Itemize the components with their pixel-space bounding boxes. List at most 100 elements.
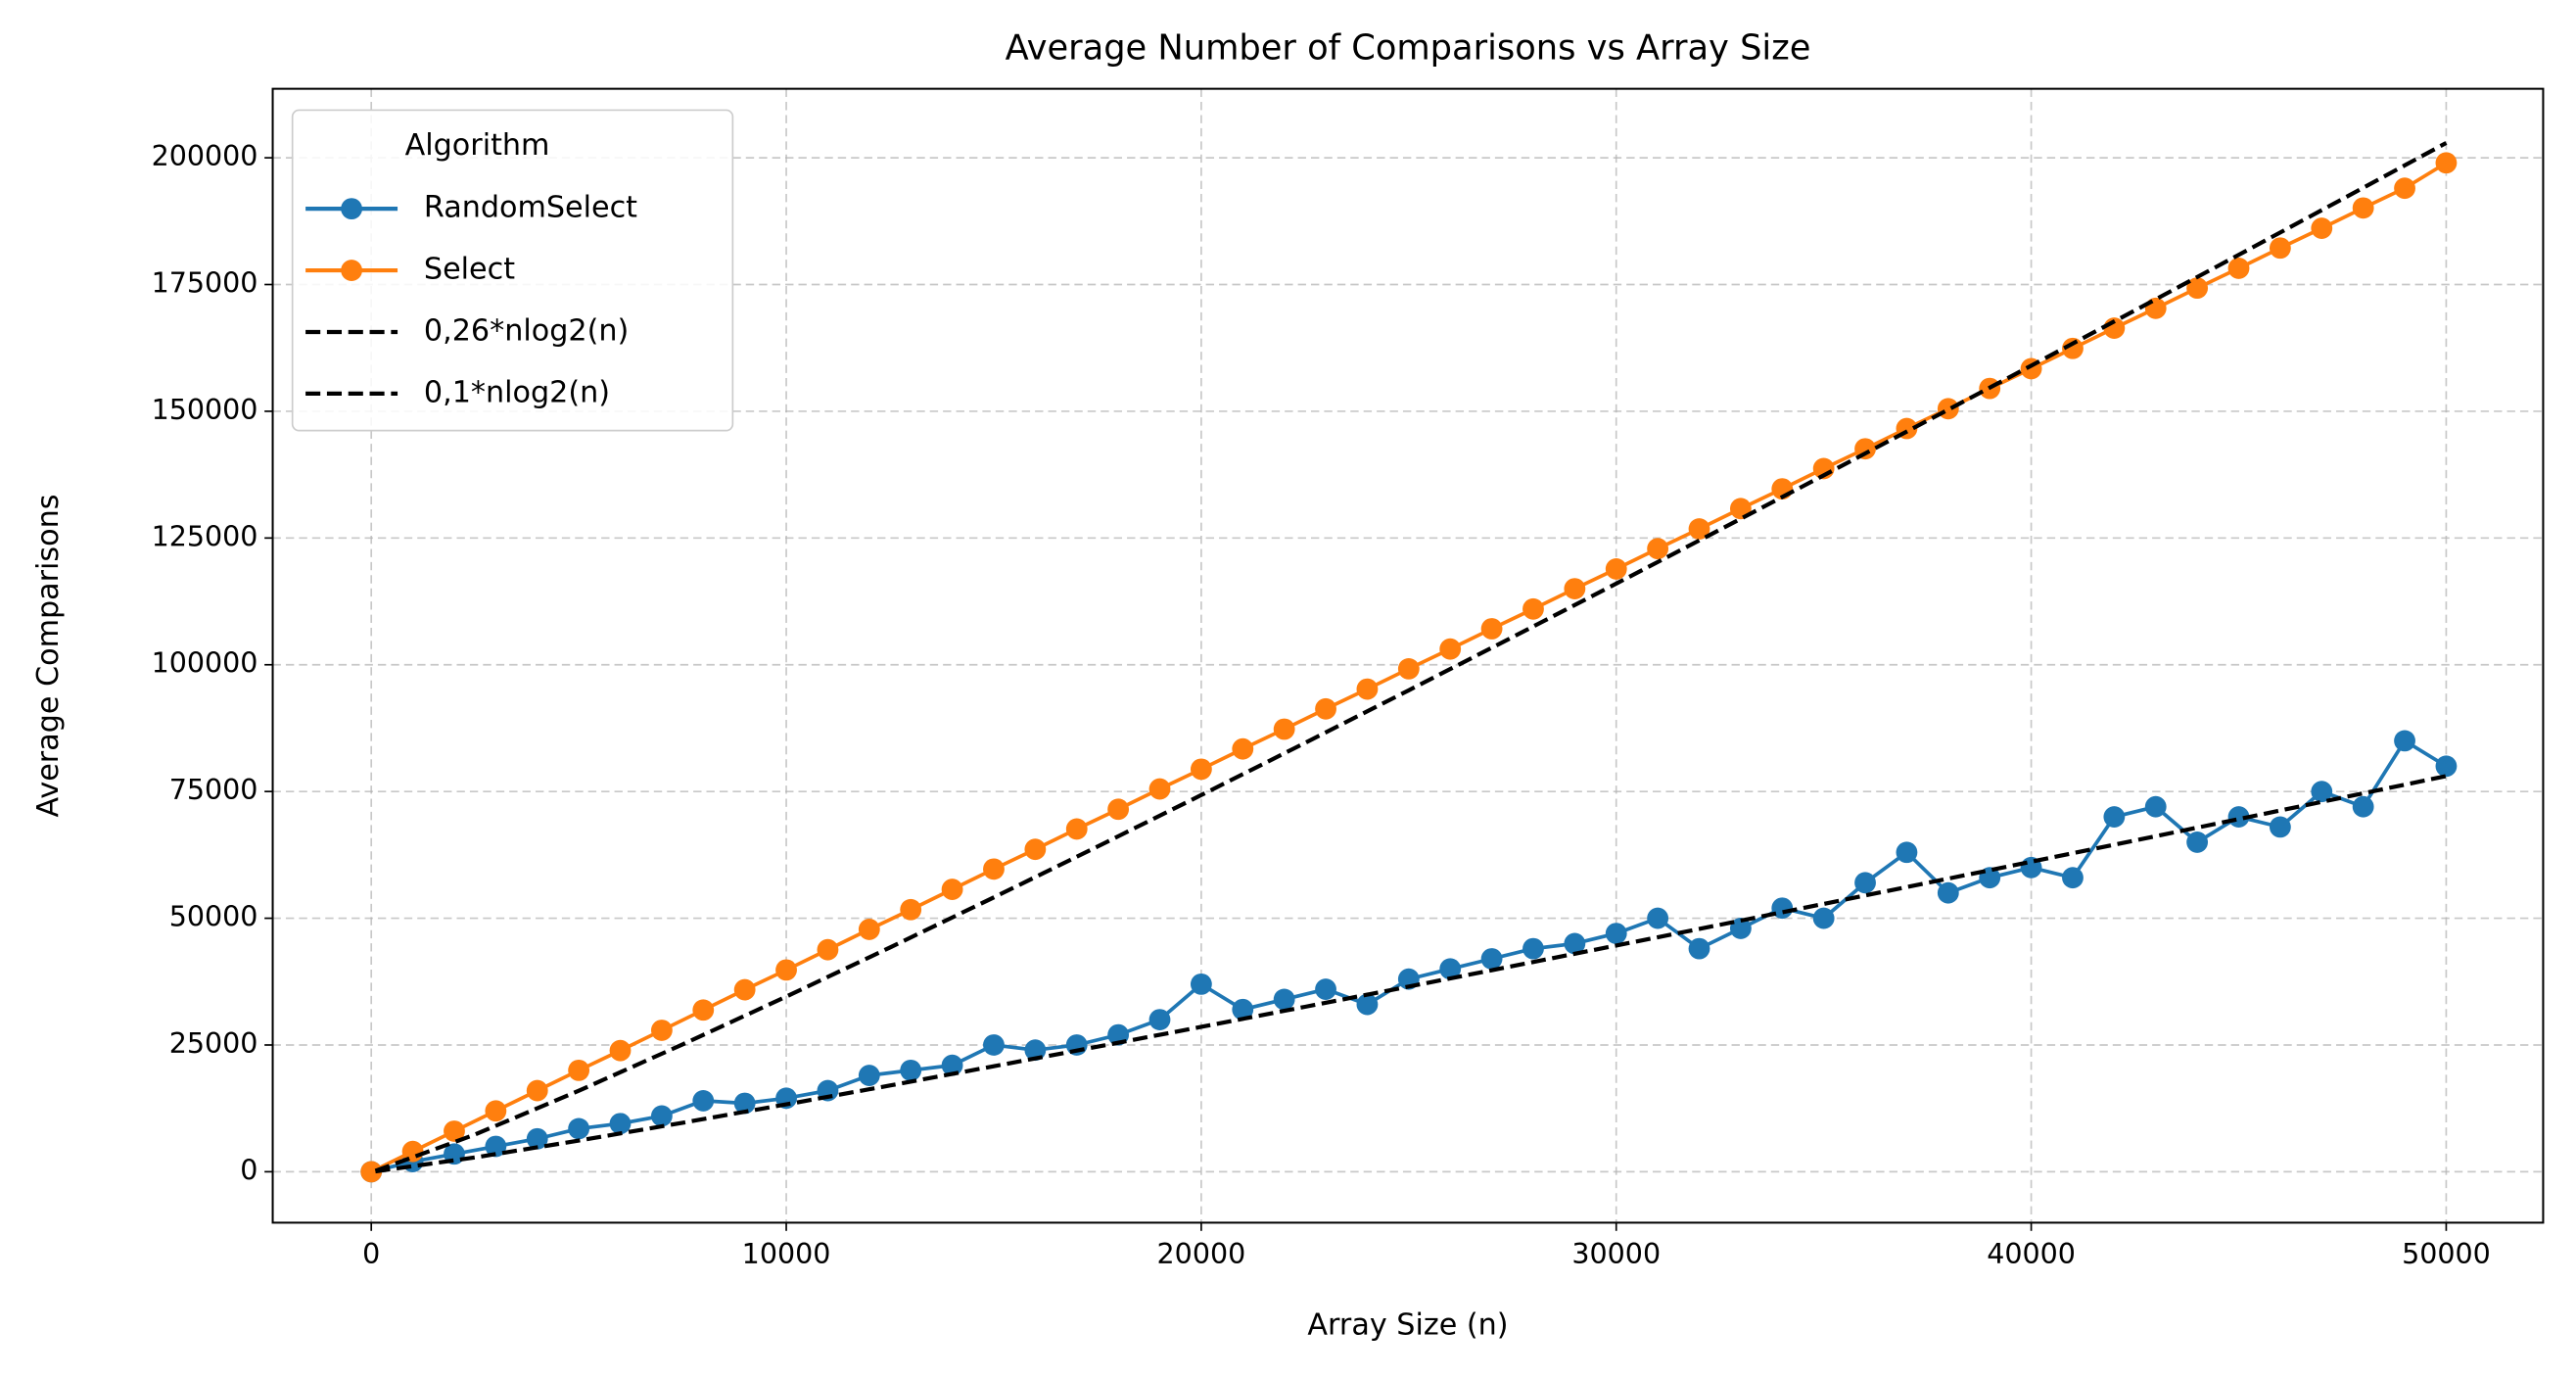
data-point xyxy=(1647,538,1669,560)
data-point xyxy=(2227,258,2250,279)
data-point xyxy=(1315,697,1336,720)
data-point xyxy=(1356,678,1379,700)
legend-marker xyxy=(341,260,362,281)
data-point xyxy=(2186,832,2209,853)
legend-box xyxy=(291,109,734,432)
data-point xyxy=(1356,993,1379,1016)
data-point xyxy=(650,1105,673,1127)
data-point xyxy=(983,858,1005,880)
data-point xyxy=(2352,795,2374,818)
data-point xyxy=(2186,277,2209,300)
y-tick-label: 75000 xyxy=(169,774,258,806)
y-tick-label: 0 xyxy=(240,1154,258,1186)
y-axis-label: Average Comparisons xyxy=(31,495,66,818)
data-point xyxy=(568,1059,590,1081)
data-point xyxy=(900,1059,922,1081)
data-point xyxy=(1232,998,1254,1021)
data-point xyxy=(650,1020,673,1041)
data-point xyxy=(1148,1009,1171,1031)
data-point xyxy=(1937,881,1959,904)
data-point xyxy=(1480,948,1503,970)
data-point xyxy=(1148,778,1171,800)
data-point xyxy=(733,978,756,1001)
data-point xyxy=(1729,918,1752,939)
data-point xyxy=(775,959,797,981)
data-point xyxy=(2311,217,2333,239)
legend-label: RandomSelect xyxy=(424,191,637,225)
data-point xyxy=(858,1065,880,1086)
data-point xyxy=(2394,730,2415,752)
series-line xyxy=(374,141,2448,1173)
data-point xyxy=(941,879,963,900)
data-point xyxy=(1564,578,1586,600)
data-point xyxy=(485,1100,507,1122)
data-point xyxy=(1605,558,1627,580)
legend-label: 0,1*nlog2(n) xyxy=(424,375,610,409)
data-point xyxy=(1522,937,1544,960)
y-tick-label: 100000 xyxy=(152,647,258,680)
data-point xyxy=(2311,781,2333,803)
data-point xyxy=(1647,907,1669,929)
data-point xyxy=(692,1090,715,1112)
x-tick-label: 0 xyxy=(362,1238,380,1270)
data-point xyxy=(444,1120,465,1142)
data-point xyxy=(983,1034,1005,1056)
data-point xyxy=(1190,758,1212,781)
data-point xyxy=(526,1079,548,1102)
data-point xyxy=(2144,297,2167,319)
data-point xyxy=(2062,867,2084,889)
x-tick-label: 10000 xyxy=(742,1238,831,1270)
data-point xyxy=(568,1117,590,1140)
data-point xyxy=(2435,152,2458,174)
data-point xyxy=(1190,973,1212,995)
y-tick-label: 50000 xyxy=(169,901,258,933)
data-point xyxy=(1439,958,1462,980)
legend-label: Select xyxy=(424,253,515,287)
data-point xyxy=(1315,978,1336,1000)
data-point xyxy=(609,1113,632,1135)
data-point xyxy=(1688,518,1710,540)
x-tick-label: 20000 xyxy=(1157,1238,1246,1270)
legend-marker xyxy=(341,198,362,220)
data-point xyxy=(1896,841,1918,864)
data-point xyxy=(2394,177,2415,200)
y-tick-label: 200000 xyxy=(152,140,258,172)
data-point xyxy=(2435,755,2458,778)
data-point xyxy=(1273,988,1295,1011)
data-point xyxy=(733,1092,756,1115)
data-point xyxy=(1273,718,1295,740)
data-point xyxy=(609,1039,632,1062)
data-point xyxy=(1024,838,1047,861)
legend-label: 0,26*nlog2(n) xyxy=(424,313,629,348)
data-point xyxy=(1480,618,1503,640)
x-axis-label: Array Size (n) xyxy=(1307,1308,1508,1343)
series-line xyxy=(370,737,2448,1174)
data-point xyxy=(1232,737,1254,760)
data-point xyxy=(900,898,922,921)
data-point xyxy=(1812,907,1835,929)
data-point xyxy=(858,919,880,940)
data-point xyxy=(485,1135,507,1158)
data-point xyxy=(1397,657,1420,680)
data-point xyxy=(1688,937,1710,960)
data-point xyxy=(2062,337,2084,359)
data-point xyxy=(1854,872,1876,894)
data-point xyxy=(941,1054,963,1076)
y-tick-label: 125000 xyxy=(152,520,258,552)
data-point xyxy=(2144,795,2167,818)
data-point xyxy=(817,938,839,961)
data-point xyxy=(1564,932,1586,955)
data-point xyxy=(2269,237,2291,260)
data-point xyxy=(1439,638,1462,660)
data-point xyxy=(1771,897,1794,920)
data-point xyxy=(360,1161,383,1183)
data-point xyxy=(2352,197,2374,219)
y-tick-label: 175000 xyxy=(152,267,258,300)
plot-frame xyxy=(271,87,2545,1224)
data-point xyxy=(1605,923,1627,945)
x-tick-label: 40000 xyxy=(1987,1238,2076,1270)
data-point xyxy=(692,999,715,1022)
series-line xyxy=(375,774,2447,1174)
y-tick-label: 25000 xyxy=(169,1027,258,1060)
